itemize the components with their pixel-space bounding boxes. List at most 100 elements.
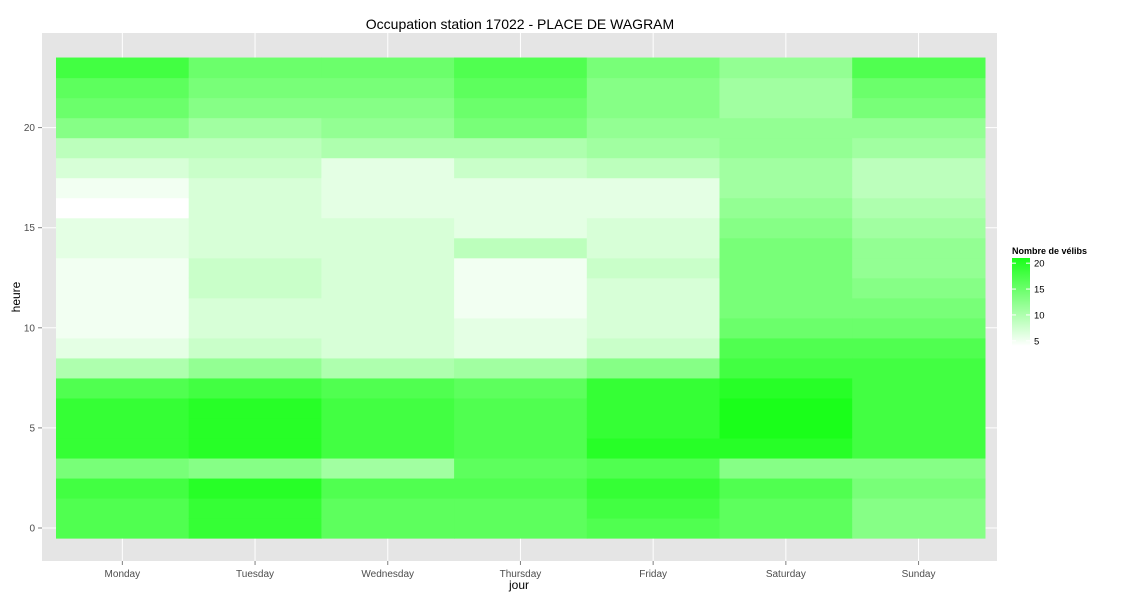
heatmap-cell bbox=[188, 437, 322, 459]
x-tick-label: Friday bbox=[639, 569, 667, 580]
heatmap-cell bbox=[188, 57, 322, 79]
heatmap-cell bbox=[719, 417, 853, 439]
heatmap-cell bbox=[188, 237, 322, 259]
heatmap-cell bbox=[454, 497, 588, 519]
heatmap-cell bbox=[321, 357, 455, 379]
heatmap-cell bbox=[454, 117, 588, 139]
heatmap-cell bbox=[321, 277, 455, 299]
heatmap-cell bbox=[852, 437, 986, 459]
heatmap-cell bbox=[586, 237, 721, 259]
heatmap-cell bbox=[852, 357, 986, 379]
heatmap-cell bbox=[719, 497, 853, 519]
heatmap-cell bbox=[188, 457, 322, 479]
heatmap-cell bbox=[454, 197, 588, 219]
heatmap-cell bbox=[188, 137, 322, 159]
heatmap-cell bbox=[321, 317, 455, 339]
heatmap-cell bbox=[188, 357, 322, 379]
heatmap-cell bbox=[56, 297, 190, 319]
heatmap-cell bbox=[56, 417, 190, 439]
x-axis-ticks: Monday Tuesday Wednesday Thursday Friday Satu… bbox=[105, 561, 936, 580]
x-tick-label: Thursday bbox=[500, 569, 542, 580]
y-axis-ticks: 0 5 10 15 20 bbox=[24, 123, 42, 535]
heatmap-cell bbox=[719, 97, 853, 119]
heatmap-cell bbox=[56, 397, 190, 419]
heatmap-cell bbox=[586, 277, 721, 299]
heatmap-cell bbox=[321, 437, 455, 459]
heatmap-cell bbox=[454, 397, 588, 419]
heatmap-cell bbox=[719, 517, 853, 539]
heatmap-cell bbox=[188, 377, 322, 399]
heatmap-cell bbox=[852, 477, 986, 499]
heatmap-cell bbox=[454, 237, 588, 259]
heatmap-cell bbox=[852, 517, 986, 539]
heatmap-cell bbox=[719, 257, 853, 279]
heatmap-cell bbox=[719, 157, 853, 179]
x-tick-label: Monday bbox=[105, 569, 141, 580]
heatmap-cell bbox=[56, 497, 190, 519]
heatmap-cell bbox=[188, 497, 322, 519]
heatmap-cell bbox=[586, 517, 721, 539]
heatmap-cell bbox=[454, 417, 588, 439]
heatmap-cell bbox=[719, 477, 853, 499]
heatmap-cell bbox=[321, 257, 455, 279]
heatmap-cell bbox=[719, 377, 853, 399]
heatmap-cell bbox=[719, 457, 853, 479]
heatmap-cell bbox=[321, 477, 455, 499]
heatmap-cell bbox=[719, 297, 853, 319]
legend-tick-label: 20 bbox=[1034, 259, 1045, 270]
heatmap-cell bbox=[586, 297, 721, 319]
x-tick-label: Wednesday bbox=[361, 569, 414, 580]
heatmap-cell bbox=[852, 97, 986, 119]
heatmap-cell bbox=[321, 197, 455, 219]
heatmap-cell bbox=[188, 337, 322, 359]
heatmap-cell bbox=[852, 177, 986, 199]
heatmap-cell bbox=[852, 117, 986, 139]
heatmap-cell bbox=[321, 417, 455, 439]
heatmap-cell bbox=[321, 177, 455, 199]
heatmap-cell bbox=[56, 257, 190, 279]
heatmap-cell bbox=[321, 97, 455, 119]
heatmap-cell bbox=[719, 197, 853, 219]
heatmap-cell bbox=[56, 517, 190, 539]
heatmap-cell bbox=[852, 237, 986, 259]
heatmap-cell bbox=[719, 217, 853, 239]
heatmap-cell bbox=[852, 337, 986, 359]
heatmap-cell bbox=[719, 137, 853, 159]
heatmap-cell bbox=[321, 297, 455, 319]
y-tick-label: 15 bbox=[24, 223, 36, 234]
heatmap-cell bbox=[586, 317, 721, 339]
heatmap-cell bbox=[852, 397, 986, 419]
heatmap-cell bbox=[586, 497, 721, 519]
heatmap-cell bbox=[454, 257, 588, 279]
heatmap-cell bbox=[852, 277, 986, 299]
heatmap-cell bbox=[188, 297, 322, 319]
heatmap-cell bbox=[719, 117, 853, 139]
heatmap-cell bbox=[188, 77, 322, 99]
heatmap-cell bbox=[586, 197, 721, 219]
heatmap-cell bbox=[188, 517, 322, 539]
legend-title: Nombre de vélibs bbox=[1012, 246, 1087, 256]
heatmap-cell bbox=[586, 157, 721, 179]
heatmap-cell bbox=[719, 277, 853, 299]
heatmap-cell bbox=[852, 457, 986, 479]
legend-ticks: 5 10 15 20 bbox=[1012, 259, 1045, 347]
heatmap-cells bbox=[56, 57, 986, 539]
y-tick-label: 20 bbox=[24, 123, 36, 134]
heatmap-cell bbox=[321, 337, 455, 359]
heatmap-cell bbox=[56, 197, 190, 219]
heatmap-cell bbox=[586, 217, 721, 239]
heatmap-cell bbox=[188, 417, 322, 439]
heatmap-cell bbox=[188, 157, 322, 179]
heatmap-cell bbox=[56, 77, 190, 99]
heatmap-cell bbox=[454, 457, 588, 479]
legend-tick-label: 15 bbox=[1034, 285, 1045, 296]
y-axis-label: heure bbox=[9, 281, 23, 312]
heatmap-cell bbox=[586, 117, 721, 139]
heatmap-cell bbox=[188, 397, 322, 419]
heatmap-cell bbox=[586, 357, 721, 379]
heatmap-cell bbox=[188, 477, 322, 499]
heatmap-cell bbox=[454, 317, 588, 339]
heatmap-cell bbox=[586, 77, 721, 99]
heatmap-cell bbox=[719, 337, 853, 359]
heatmap-cell bbox=[56, 357, 190, 379]
